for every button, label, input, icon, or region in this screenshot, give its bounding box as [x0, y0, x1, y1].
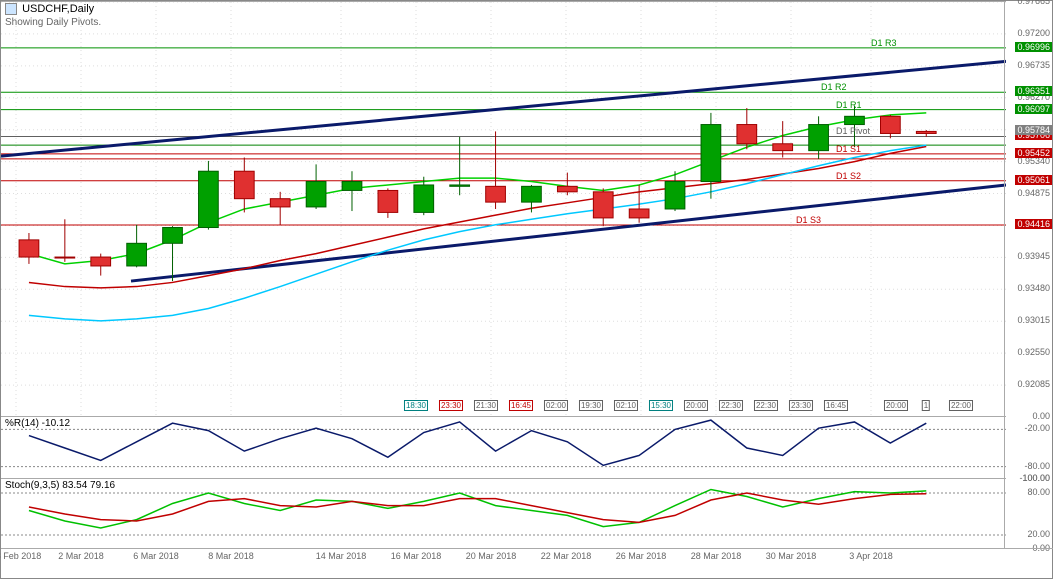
y-axis-wr: 0.00-20.00-80.00-100.00: [1004, 416, 1052, 478]
y-tick-label: -20.00: [1024, 423, 1050, 433]
y-tick-label: 0.97665: [1017, 0, 1050, 6]
x-tick-label: 20 Mar 2018: [466, 551, 517, 561]
time-badge: 22:30: [754, 400, 778, 411]
x-axis: 28 Feb 2018 2 Mar 2018 6 Mar 2018 8 Mar 201…: [1, 548, 1053, 578]
time-badge: 20:00: [884, 400, 908, 411]
x-tick-label: 22 Mar 2018: [541, 551, 592, 561]
williams-r-panel[interactable]: %R(14) -10.12: [1, 416, 1006, 478]
x-tick-label: 28 Mar 2018: [691, 551, 742, 561]
y-tick-label: 0.96735: [1017, 60, 1050, 70]
time-badge: 20:00: [684, 400, 708, 411]
price-box: 0.95784: [1015, 125, 1052, 135]
wr-label: %R(14) -10.12: [5, 418, 70, 429]
x-tick-label: 2 Mar 2018: [58, 551, 104, 561]
wr-svg: [1, 417, 1006, 479]
time-badge: 18:30: [404, 400, 428, 411]
time-badge: 21:30: [474, 400, 498, 411]
x-tick-label: 26 Mar 2018: [616, 551, 667, 561]
time-badge: 02:10: [614, 400, 638, 411]
pivot-label: D1 S3: [796, 215, 821, 225]
x-tick-label: 8 Mar 2018: [208, 551, 254, 561]
time-badge: 22:30: [719, 400, 743, 411]
y-tick-label: 100.00: [1022, 473, 1050, 483]
price-box: 0.96097: [1015, 104, 1052, 114]
main-svg: [1, 2, 1006, 417]
chart-icon: [5, 3, 17, 15]
y-tick-label: 0.92550: [1017, 347, 1050, 357]
price-box: 0.96996: [1015, 42, 1052, 52]
y-tick-label: -80.00: [1024, 461, 1050, 471]
x-tick-label: 16 Mar 2018: [391, 551, 442, 561]
y-tick-label: 80.00: [1027, 487, 1050, 497]
x-tick-label: 30 Mar 2018: [766, 551, 817, 561]
pivot-label: D1 R2: [821, 82, 847, 92]
stoch-svg: [1, 479, 1006, 549]
time-badge: 02:00: [544, 400, 568, 411]
subtitle: Showing Daily Pivots.: [5, 17, 101, 28]
price-box: 0.95452: [1015, 148, 1052, 158]
y-tick-label: 0.93015: [1017, 315, 1050, 325]
time-badge: 23:30: [439, 400, 463, 411]
y-tick-label: 0.93945: [1017, 251, 1050, 261]
stochastic-panel[interactable]: Stoch(9,3,5) 83.54 79.16: [1, 478, 1006, 548]
y-tick-label: 0.94875: [1017, 188, 1050, 198]
symbol-label: USDCHF,Daily: [22, 3, 94, 15]
pivot-label: D1 S1: [836, 144, 861, 154]
y-axis-stoch: 100.0080.0020.000.00: [1004, 478, 1052, 548]
price-box: 0.96351: [1015, 86, 1052, 96]
y-tick-label: 0.92085: [1017, 379, 1050, 389]
pivot-label: D1 R1: [836, 100, 862, 110]
time-badge: 16:45: [824, 400, 848, 411]
x-tick-label: 3 Apr 2018: [849, 551, 893, 561]
time-badge: 22:00: [949, 400, 973, 411]
pivot-label: D1 S2: [836, 171, 861, 181]
time-badge: 15:30: [649, 400, 673, 411]
time-badge: 1: [922, 400, 930, 411]
y-tick-label: 0.00: [1032, 411, 1050, 421]
y-tick-label: 0.93480: [1017, 283, 1050, 293]
pivot-label: D1 Pivot: [836, 126, 870, 136]
time-badge: 16:45: [509, 400, 533, 411]
time-badge: 23:30: [789, 400, 813, 411]
chart-container: USDCHF,Daily Showing Daily Pivots. D1 R3…: [0, 0, 1053, 579]
y-tick-label: 20.00: [1027, 529, 1050, 539]
main-price-panel[interactable]: D1 R3 D1 R2 D1 R1 D1 Pivot D1 S1 D1 S2 D1 S3 18…: [1, 1, 1006, 416]
x-tick-label: 28 Feb 2018: [0, 551, 41, 561]
pivot-label: D1 R3: [871, 38, 897, 48]
y-axis-main: 0.976650.972000.967350.962700.958050.953…: [1004, 1, 1052, 416]
price-box: 0.94416: [1015, 219, 1052, 229]
chart-header: USDCHF,Daily: [5, 3, 94, 15]
x-tick-label: 14 Mar 2018: [316, 551, 367, 561]
x-tick-label: 6 Mar 2018: [133, 551, 179, 561]
price-box: 0.95061: [1015, 175, 1052, 185]
stoch-label: Stoch(9,3,5) 83.54 79.16: [5, 480, 115, 491]
time-badge: 19:30: [579, 400, 603, 411]
y-tick-label: 0.97200: [1017, 28, 1050, 38]
